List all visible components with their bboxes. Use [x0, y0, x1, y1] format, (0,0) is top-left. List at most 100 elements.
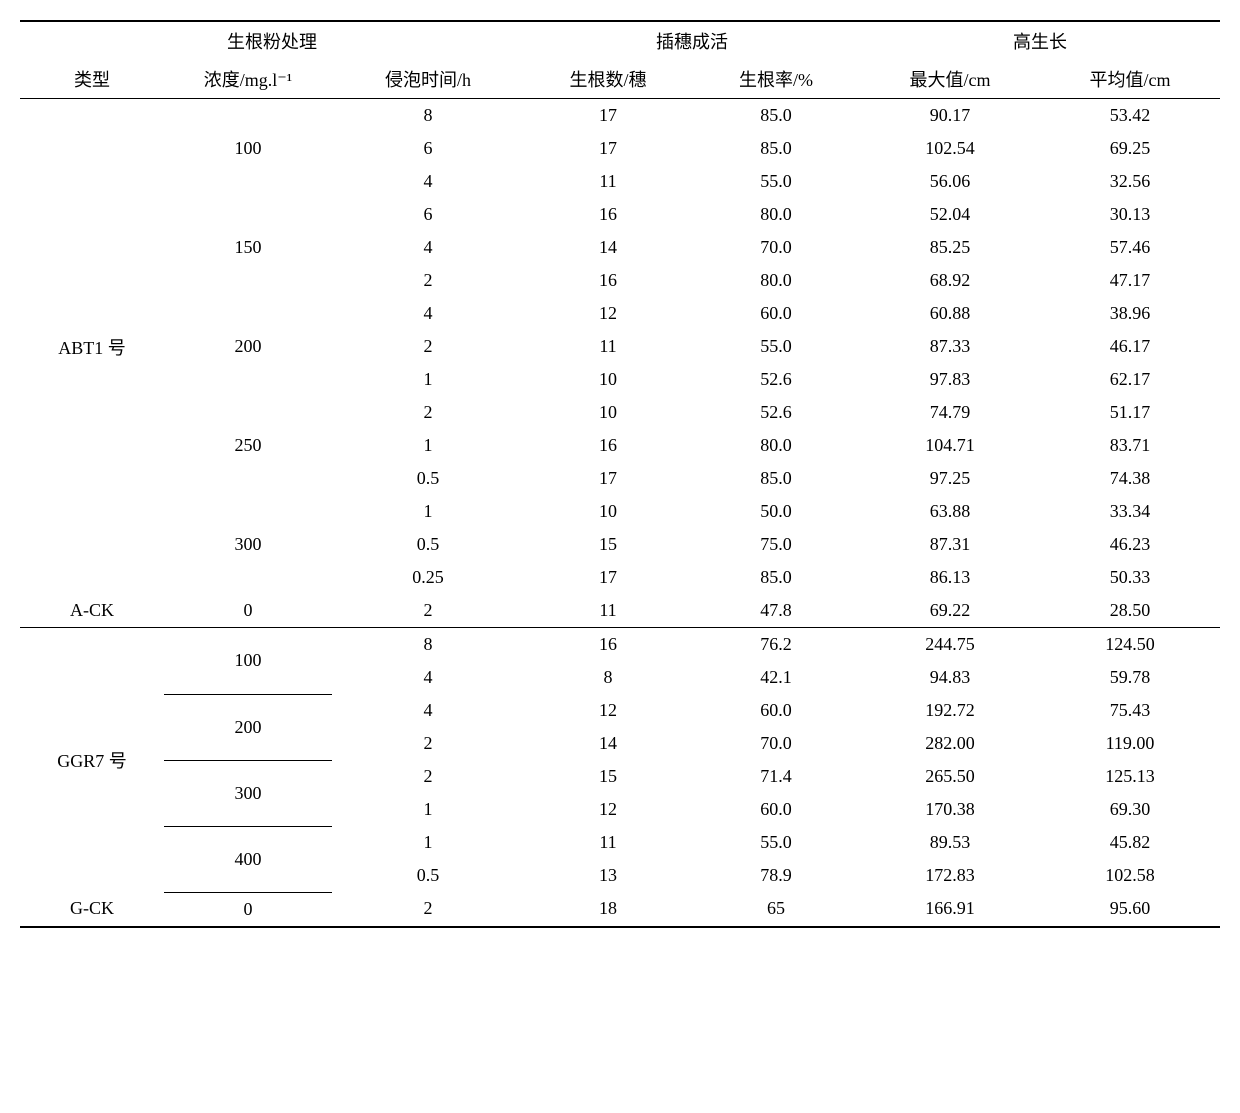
data-cell: 76.2	[692, 628, 860, 662]
data-cell: 16	[524, 429, 692, 462]
data-cell: 2	[332, 264, 524, 297]
data-cell: 70.0	[692, 727, 860, 760]
conc-cell: 200	[164, 297, 332, 396]
data-cell: 70.0	[692, 231, 860, 264]
data-cell: 1	[332, 363, 524, 396]
data-cell: 33.34	[1040, 495, 1220, 528]
data-cell: 0.5	[332, 528, 524, 561]
data-cell: 4	[332, 694, 524, 727]
header-avg: 平均值/cm	[1040, 60, 1220, 99]
conc-cell: 300	[164, 495, 332, 594]
data-cell: 85.0	[692, 99, 860, 133]
data-cell: 2	[332, 396, 524, 429]
data-cell: 17	[524, 99, 692, 133]
data-cell: 0.5	[332, 859, 524, 892]
data-cell: 1	[332, 826, 524, 859]
data-cell: 12	[524, 793, 692, 826]
table-row: 25021052.674.7951.17	[20, 396, 1220, 429]
data-cell: 4	[332, 297, 524, 330]
data-cell: 2	[332, 727, 524, 760]
data-cell: 30.13	[1040, 198, 1220, 231]
data-cell: 10	[524, 495, 692, 528]
header-rootrate: 生根率/%	[692, 60, 860, 99]
header-group-survival: 插穗成活	[524, 21, 860, 60]
data-cell: 8	[332, 99, 524, 133]
data-cell: 13	[524, 859, 692, 892]
data-cell: 97.25	[860, 462, 1040, 495]
data-cell: 11	[524, 330, 692, 363]
data-cell: 95.60	[1040, 892, 1220, 927]
data-cell: 74.38	[1040, 462, 1220, 495]
data-cell: 59.78	[1040, 661, 1220, 694]
data-cell: 68.92	[860, 264, 1040, 297]
data-cell: 1	[332, 495, 524, 528]
data-cell: 52.04	[860, 198, 1040, 231]
header-group-growth: 高生长	[860, 21, 1220, 60]
data-cell: 16	[524, 264, 692, 297]
data-cell: 87.31	[860, 528, 1040, 561]
data-cell: 60.88	[860, 297, 1040, 330]
data-cell: 11	[524, 826, 692, 859]
type-cell: GGR7 号	[20, 628, 164, 893]
data-cell: 2	[332, 892, 524, 927]
data-cell: 60.0	[692, 297, 860, 330]
table-row: 20041260.0192.7275.43	[20, 694, 1220, 727]
data-cell: 85.0	[692, 462, 860, 495]
header-rootnum: 生根数/穗	[524, 60, 692, 99]
data-cell: 46.17	[1040, 330, 1220, 363]
data-cell: 83.71	[1040, 429, 1220, 462]
data-cell: 52.6	[692, 363, 860, 396]
data-cell: 8	[332, 628, 524, 662]
data-cell: 2	[332, 330, 524, 363]
data-cell: 75.0	[692, 528, 860, 561]
data-cell: 0	[164, 594, 332, 628]
data-cell: 192.72	[860, 694, 1040, 727]
data-cell: 45.82	[1040, 826, 1220, 859]
data-cell: 265.50	[860, 760, 1040, 793]
table-row: 30011050.063.8833.34	[20, 495, 1220, 528]
data-cell: 55.0	[692, 165, 860, 198]
ck-row: G-CK021865166.9195.60	[20, 892, 1220, 927]
data-cell: 104.71	[860, 429, 1040, 462]
data-cell: 1	[332, 793, 524, 826]
data-cell: 10	[524, 363, 692, 396]
data-cell: 172.83	[860, 859, 1040, 892]
type-cell: ABT1 号	[20, 99, 164, 595]
data-cell: 80.0	[692, 264, 860, 297]
header-type: 类型	[20, 60, 164, 99]
data-cell: 69.25	[1040, 132, 1220, 165]
data-cell: 63.88	[860, 495, 1040, 528]
table-body: ABT1 号10081785.090.1753.4261785.0102.546…	[20, 99, 1220, 927]
data-cell: 119.00	[1040, 727, 1220, 760]
data-cell: 60.0	[692, 793, 860, 826]
header-max: 最大值/cm	[860, 60, 1040, 99]
data-cell: 55.0	[692, 826, 860, 859]
table-row: 15061680.052.0430.13	[20, 198, 1220, 231]
data-cell: 38.96	[1040, 297, 1220, 330]
data-cell: 94.83	[860, 661, 1040, 694]
data-cell: 62.17	[1040, 363, 1220, 396]
data-cell: 1	[332, 429, 524, 462]
data-cell: 16	[524, 198, 692, 231]
data-cell: 80.0	[692, 198, 860, 231]
data-cell: 65	[692, 892, 860, 927]
data-cell: 0.25	[332, 561, 524, 594]
data-cell: 18	[524, 892, 692, 927]
table-header: 生根粉处理 插穗成活 高生长 类型 浓度/mg.l⁻¹ 侵泡时间/h 生根数/穗…	[20, 21, 1220, 99]
data-cell: 16	[524, 628, 692, 662]
data-cell: 69.30	[1040, 793, 1220, 826]
data-cell: 69.22	[860, 594, 1040, 628]
data-cell: 125.13	[1040, 760, 1220, 793]
ck-row: A-CK021147.869.2228.50	[20, 594, 1220, 628]
header-soak: 侵泡时间/h	[332, 60, 524, 99]
data-cell: 97.83	[860, 363, 1040, 396]
table-row: GGR7 号10081676.2244.75124.50	[20, 628, 1220, 662]
data-cell: 14	[524, 231, 692, 264]
data-cell: 51.17	[1040, 396, 1220, 429]
data-cell: 85.0	[692, 132, 860, 165]
data-cell: 90.17	[860, 99, 1040, 133]
data-cell: 170.38	[860, 793, 1040, 826]
data-cell: 8	[524, 661, 692, 694]
data-cell: 47.8	[692, 594, 860, 628]
table-row: 40011155.089.5345.82	[20, 826, 1220, 859]
